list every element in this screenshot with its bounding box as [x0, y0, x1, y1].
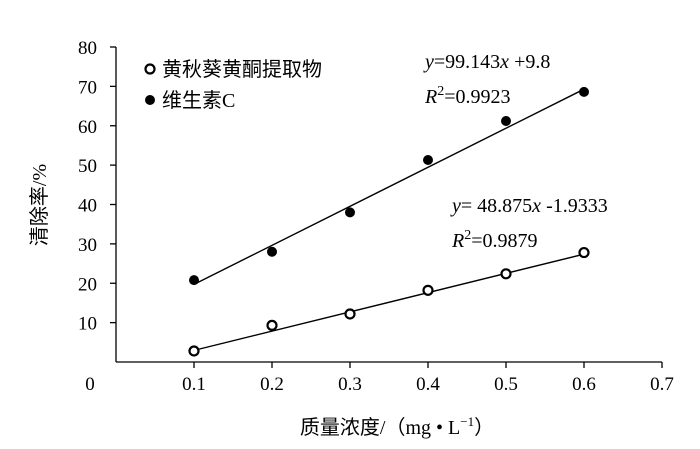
x-tick-label: 0.1: [182, 374, 206, 395]
r-squared-okra-flavonoid-exp: 2: [464, 228, 471, 243]
equation-okra-flavonoid: y= 48.875x -1.9333: [450, 195, 608, 217]
y-tick-label: 40: [78, 196, 97, 217]
trendline-okra-flavonoid: [193, 253, 585, 352]
equation-vitamin-c-x: x: [499, 51, 509, 73]
x-axis-title-end: ）: [474, 416, 494, 439]
trendlines: [193, 88, 585, 352]
y-tick-label: 0: [85, 374, 95, 395]
axes: [110, 46, 663, 368]
r-squared-okra-flavonoid-r: R: [451, 230, 464, 252]
data-point-vitamin-c: [345, 207, 355, 218]
r-squared-vitamin-c: R2=0.9923: [424, 84, 511, 108]
x-tick-label: 0.6: [572, 374, 596, 395]
data-point-vitamin-c: [501, 116, 511, 127]
r-squared-vitamin-c-r: R: [424, 86, 437, 108]
x-tick-labels: 0.1 0.2 0.3 0.4 0.5 0.6 0.7: [182, 374, 674, 395]
equation-okra-flavonoid-rest: = 48.875: [461, 195, 532, 217]
equation-vitamin-c-y: y: [423, 51, 434, 73]
legend-marker-filled-circle: [145, 95, 155, 105]
r-squared-okra-flavonoid-val: =0.9879: [471, 230, 537, 252]
x-tick-label: 0.5: [494, 374, 518, 395]
legend-marker-open-circle: [144, 63, 156, 75]
equation-vitamin-c-rest: =99.143: [434, 51, 500, 73]
y-tick-label: 60: [78, 117, 97, 138]
data-point-vitamin-c: [267, 246, 277, 257]
equation-okra-flavonoid-x: x: [531, 195, 541, 217]
y-tick-label: 20: [78, 274, 97, 295]
legend: 黄秋葵黄酮提取物 维生素C: [144, 58, 322, 112]
x-axis-title-main: 质量浓度/（mg • L: [300, 416, 460, 439]
r-squared-okra-flavonoid: R2=0.9879: [451, 228, 538, 252]
data-point-okra-flavonoid: [422, 284, 434, 296]
data-point-okra-flavonoid: [188, 345, 200, 357]
y-tick-label: 80: [78, 38, 97, 59]
x-tick-label: 0.7: [650, 374, 674, 395]
equation-okra-flavonoid-const: -1.9333: [541, 195, 608, 217]
x-axis-title: 质量浓度/（mg • L−1）: [300, 414, 494, 439]
y-axis-title: 清除率/%: [28, 164, 51, 246]
data-point-okra-flavonoid: [266, 319, 278, 331]
y-tick-label: 10: [78, 314, 97, 335]
x-tick-label: 0.4: [416, 374, 440, 395]
r-squared-vitamin-c-val: =0.9923: [444, 86, 510, 108]
y-tick-labels: 0 10 20 30 40 50 60 70 80: [78, 38, 97, 395]
data-points: [188, 86, 590, 357]
y-tick-label: 30: [78, 235, 97, 256]
x-axis-title-exponent: −1: [460, 414, 474, 429]
equation-okra-flavonoid-y: y: [450, 195, 461, 217]
data-point-vitamin-c: [579, 86, 589, 97]
x-tick-label: 0.3: [338, 374, 362, 395]
data-point-okra-flavonoid: [344, 308, 356, 320]
equation-vitamin-c-const: +9.8: [509, 51, 550, 73]
trendline-vitamin-c: [193, 88, 585, 286]
y-tick-label: 50: [78, 156, 97, 177]
data-point-vitamin-c: [189, 275, 199, 286]
data-point-okra-flavonoid: [578, 246, 590, 259]
legend-label-vitamin-c: 维生素C: [162, 89, 235, 112]
legend-label-okra-flavonoid: 黄秋葵黄酮提取物: [162, 58, 322, 81]
y-tick-label: 70: [78, 77, 97, 98]
x-tick-label: 0.2: [260, 374, 284, 395]
r-squared-vitamin-c-exp: 2: [437, 84, 444, 99]
data-point-okra-flavonoid: [500, 268, 512, 280]
data-point-vitamin-c: [423, 155, 433, 166]
equation-vitamin-c: y=99.143x +9.8: [423, 51, 550, 73]
